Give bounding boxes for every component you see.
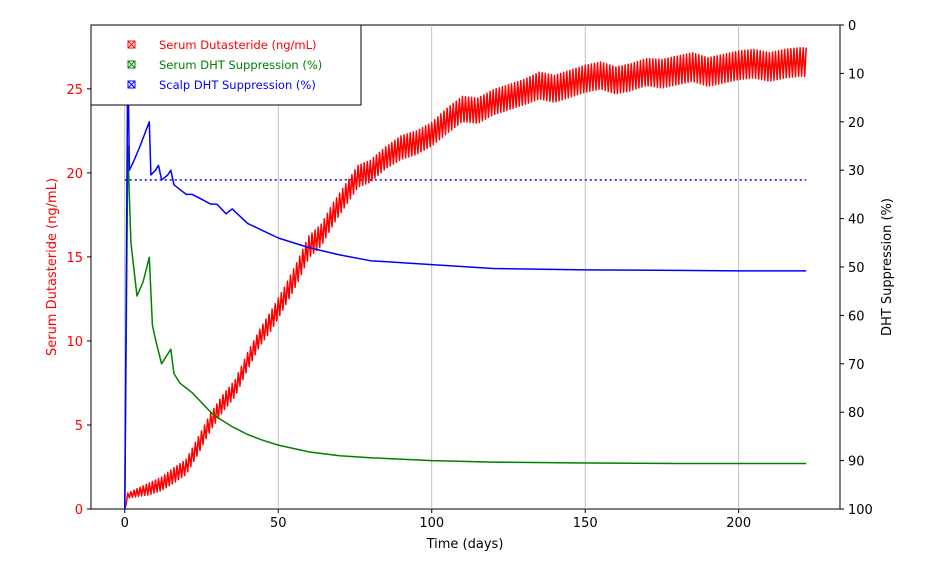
left-y-tick-label: 5 <box>75 419 83 434</box>
series-line-1 <box>124 145 807 510</box>
left-y-tick-label: 20 <box>66 167 83 182</box>
legend-marker-cross <box>127 80 136 89</box>
x-tick-label: 200 <box>726 516 751 531</box>
legend-entry: Serum Dutasteride (ng/mL) <box>127 38 317 52</box>
right-y-tick-label: 20 <box>848 116 865 131</box>
x-tick-label: 150 <box>573 516 598 531</box>
legend-marker-icon <box>127 80 136 89</box>
legend-box <box>90 24 362 106</box>
left-y-axis-ticks: 0 5 10 15 20 25 <box>66 83 91 518</box>
right-y-tick-label: 0 <box>848 19 856 34</box>
x-axis-ticks: 0 50 100 150 200 <box>121 509 751 531</box>
legend-marker-cross <box>127 40 136 49</box>
x-axis-label: Time (days) <box>426 537 504 552</box>
left-y-axis-label: Serum Dutasteride (ng/mL) <box>45 178 60 356</box>
x-tick-label: 100 <box>419 516 444 531</box>
legend-label: Serum DHT Suppression (%) <box>159 58 322 72</box>
left-y-tick-label: 0 <box>75 503 83 518</box>
right-y-tick-label: 10 <box>848 67 865 82</box>
series-line-2 <box>124 48 807 510</box>
right-y-tick-label: 30 <box>848 164 865 179</box>
right-y-tick-label: 100 <box>848 503 873 518</box>
legend-entries: Serum Dutasteride (ng/mL) Serum DHT Suppr… <box>127 38 322 92</box>
right-y-tick-label: 40 <box>848 213 865 228</box>
legend-marker-cross <box>127 60 136 69</box>
legend-entry: Serum DHT Suppression (%) <box>127 58 322 72</box>
series-lines <box>124 46 807 510</box>
series-line-0 <box>124 46 807 510</box>
legend-label: Serum Dutasteride (ng/mL) <box>159 38 317 52</box>
right-y-axis-ticks: 0 10 20 30 40 50 60 70 80 90 100 <box>840 19 873 518</box>
legend: Serum Dutasteride (ng/mL) Serum DHT Suppr… <box>90 24 362 106</box>
left-y-tick-label: 10 <box>66 335 83 350</box>
legend-marker-icon <box>127 40 136 49</box>
legend-entry: Scalp DHT Suppression (%) <box>127 78 316 92</box>
right-y-tick-label: 50 <box>848 261 865 276</box>
legend-marker-icon <box>127 60 136 69</box>
left-y-tick-label: 25 <box>66 83 83 98</box>
right-y-tick-label: 70 <box>848 358 865 373</box>
right-y-tick-label: 80 <box>848 406 865 421</box>
left-y-tick-label: 15 <box>66 251 83 266</box>
right-y-tick-label: 90 <box>848 455 865 470</box>
x-tick-label: 50 <box>270 516 287 531</box>
right-y-axis-label: DHT Suppression (%) <box>880 198 895 336</box>
right-y-tick-label: 60 <box>848 309 865 324</box>
x-tick-label: 0 <box>121 516 129 531</box>
legend-label: Scalp DHT Suppression (%) <box>159 78 316 92</box>
